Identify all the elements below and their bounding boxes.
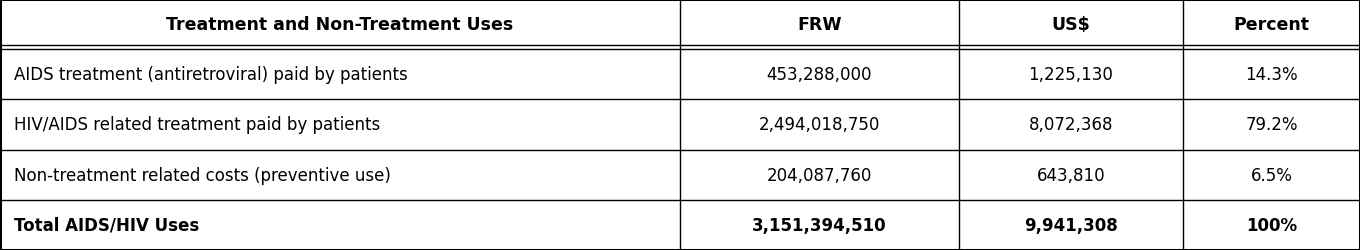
Text: 100%: 100% <box>1246 216 1297 234</box>
Text: 79.2%: 79.2% <box>1246 116 1297 134</box>
Text: 1,225,130: 1,225,130 <box>1028 66 1114 84</box>
Text: 14.3%: 14.3% <box>1246 66 1297 84</box>
Text: Non-treatment related costs (preventive use): Non-treatment related costs (preventive … <box>14 166 390 184</box>
Text: 643,810: 643,810 <box>1036 166 1106 184</box>
Text: 8,072,368: 8,072,368 <box>1028 116 1114 134</box>
Text: US$: US$ <box>1051 16 1091 34</box>
Text: 2,494,018,750: 2,494,018,750 <box>759 116 880 134</box>
Text: 204,087,760: 204,087,760 <box>767 166 872 184</box>
Text: FRW: FRW <box>797 16 842 34</box>
Text: AIDS treatment (antiretroviral) paid by patients: AIDS treatment (antiretroviral) paid by … <box>14 66 408 84</box>
Text: 3,151,394,510: 3,151,394,510 <box>752 216 887 234</box>
Text: 453,288,000: 453,288,000 <box>767 66 872 84</box>
Text: Total AIDS/HIV Uses: Total AIDS/HIV Uses <box>14 216 199 234</box>
Text: Percent: Percent <box>1234 16 1310 34</box>
Text: HIV/AIDS related treatment paid by patients: HIV/AIDS related treatment paid by patie… <box>14 116 379 134</box>
Text: 9,941,308: 9,941,308 <box>1024 216 1118 234</box>
Text: 6.5%: 6.5% <box>1251 166 1292 184</box>
Text: Treatment and Non-Treatment Uses: Treatment and Non-Treatment Uses <box>166 16 514 34</box>
